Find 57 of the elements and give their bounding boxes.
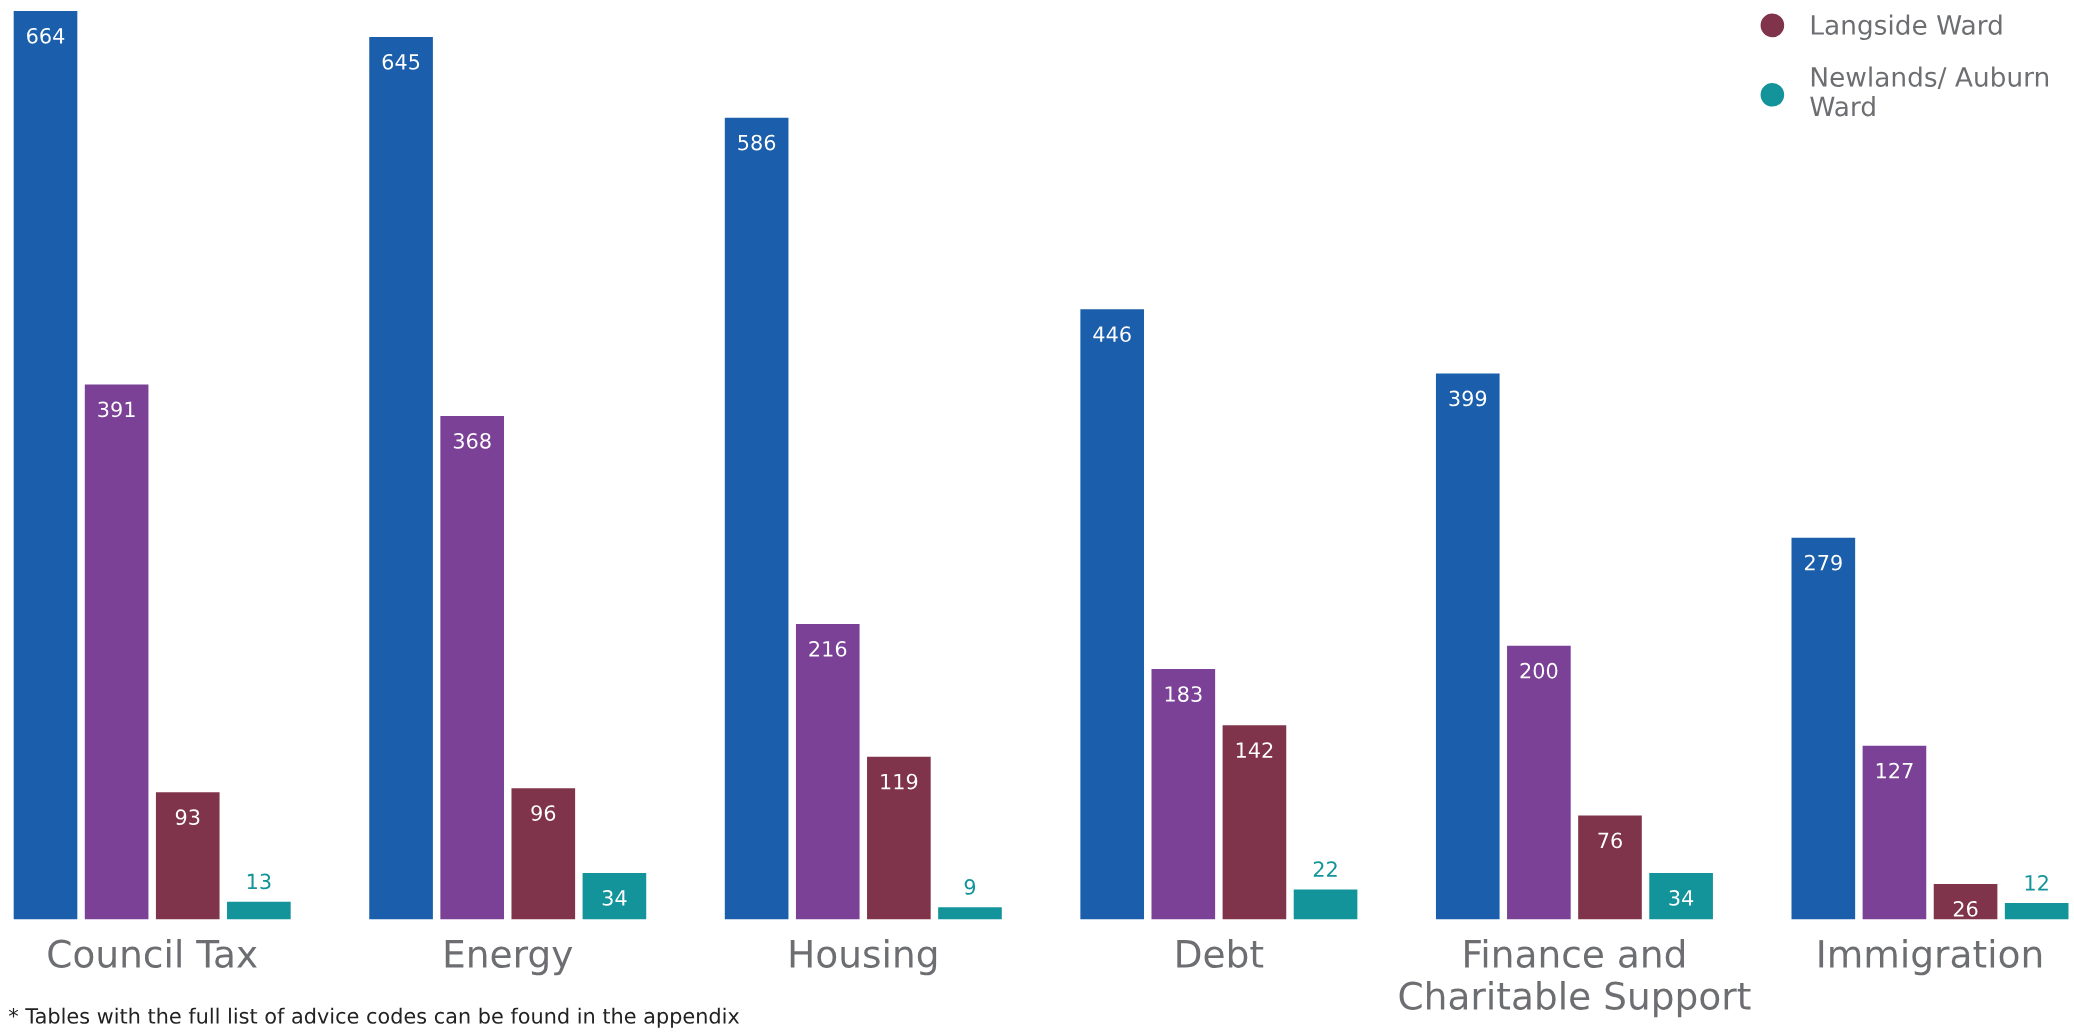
- bar: [2004, 903, 2069, 920]
- bar: [867, 756, 931, 920]
- x-tick-label: Immigration: [1819, 938, 2042, 976]
- bar: [724, 117, 789, 920]
- x-tick-label: Housing: [790, 938, 937, 976]
- bar: [84, 384, 149, 920]
- bar: [1293, 889, 1358, 920]
- bar: [1578, 815, 1642, 920]
- x-tick-label: Council Tax: [48, 938, 257, 968]
- x-tick-label: Debt: [1177, 938, 1264, 968]
- bar: [1151, 669, 1216, 920]
- data-label: 76: [1598, 832, 1622, 849]
- data-label: 9: [964, 879, 976, 895]
- data-label: 127: [1876, 762, 1913, 779]
- data-label: 34: [602, 890, 627, 906]
- bar: [227, 901, 291, 920]
- data-label: 200: [1520, 662, 1558, 679]
- x-tick-label: Energy: [445, 940, 573, 976]
- bar: [1507, 645, 1571, 920]
- bar: [1222, 725, 1287, 920]
- data-label: 26: [1953, 900, 1978, 917]
- data-label: 664: [27, 27, 65, 44]
- bar: [1791, 537, 1856, 920]
- data-label: 279: [1804, 554, 1842, 571]
- data-label: 96: [531, 805, 556, 821]
- bar: [1933, 883, 1998, 920]
- data-label: 22: [1313, 861, 1337, 877]
- bar: [440, 415, 505, 920]
- x-tick-label: Finance and Charitable Support: [1399, 938, 1751, 1018]
- data-label: 391: [98, 401, 135, 418]
- legend-label: Langside Ward: [1811, 14, 2002, 41]
- data-label: 12: [2025, 874, 2048, 891]
- bar: [1080, 309, 1145, 920]
- bar: [795, 623, 860, 920]
- data-label: 119: [881, 773, 918, 790]
- bar: [582, 872, 647, 920]
- data-label: 216: [809, 640, 847, 657]
- data-label: 142: [1236, 742, 1273, 758]
- bar: [938, 907, 1002, 920]
- bar: [13, 10, 78, 920]
- bar: [1435, 373, 1500, 920]
- data-label: 368: [453, 432, 491, 449]
- text: * Tables with the full list of advice codes can be found in the appendix: [8, 1007, 740, 1028]
- data-label: 586: [738, 134, 776, 151]
- data-label: 399: [1449, 390, 1487, 407]
- bar: [369, 36, 433, 920]
- data-label: 446: [1093, 326, 1131, 342]
- bar: [1862, 745, 1927, 920]
- bar: [511, 788, 576, 920]
- data-label: 34: [1669, 890, 1694, 906]
- bar: [155, 792, 220, 920]
- data-label: 93: [175, 809, 200, 826]
- legend-label: Newlands/ Auburn Ward: [1810, 66, 2049, 117]
- data-label: 645: [382, 53, 420, 70]
- data-label: 13: [247, 873, 271, 890]
- data-label: 183: [1165, 686, 1202, 702]
- bar: [1649, 872, 1713, 920]
